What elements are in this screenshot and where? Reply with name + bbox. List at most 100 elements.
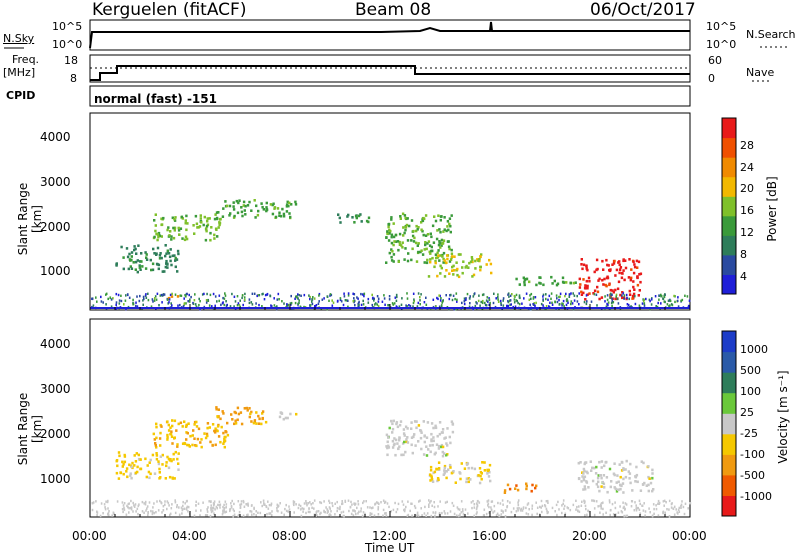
velocity-cell <box>115 471 119 475</box>
velocity-panel <box>89 318 692 518</box>
power-ground-cell <box>360 292 362 296</box>
velocity-ground-cell <box>171 503 173 506</box>
power-ground-cell <box>489 301 491 305</box>
velocity-cell <box>139 458 142 461</box>
power-ground-cell <box>585 294 588 297</box>
power-cell <box>186 222 189 225</box>
velocity-ground-cell <box>317 510 320 513</box>
power-ground-cell <box>373 299 375 302</box>
velocity-ground-cell <box>208 500 210 503</box>
velocity-cell <box>155 422 158 426</box>
velocity-ground-cell <box>107 499 109 503</box>
power-cb-tick-24: 24 <box>740 161 754 174</box>
velocity-cell <box>470 466 474 470</box>
power-cell <box>442 251 446 255</box>
velocity-cell <box>176 443 179 446</box>
velocity-ground-cell <box>415 514 418 517</box>
power-cell <box>175 258 179 261</box>
power-cell <box>415 229 418 233</box>
velocity-cell <box>215 428 218 432</box>
velocity-cell <box>166 433 169 437</box>
power-cell <box>438 228 441 231</box>
velocity-ground-cell <box>231 499 233 503</box>
velocity-ground-cell <box>670 506 673 509</box>
power-ground-cell <box>634 295 636 298</box>
power-ground-cell <box>180 294 183 297</box>
velocity-cell <box>432 439 435 443</box>
power-cell <box>128 252 131 256</box>
power-ground-cell <box>508 295 510 298</box>
power-ground-cell <box>250 301 253 304</box>
power-cell <box>453 255 456 258</box>
power-colorbar-swatch <box>722 176 736 197</box>
velocity-cell <box>217 408 220 411</box>
velocity-ground-cell <box>434 512 437 515</box>
power-cell <box>232 216 236 219</box>
freq-label: Freq. <box>12 53 40 66</box>
velocity-ground-cell <box>223 503 225 507</box>
power-ground-cell <box>497 293 499 296</box>
velocity-cell <box>177 422 180 426</box>
power-cell <box>285 203 289 206</box>
power-ground-cell <box>117 293 120 297</box>
power-cell <box>243 209 246 212</box>
velocity-cell <box>447 468 450 471</box>
power-cell <box>120 245 123 249</box>
velocity-ground-cell <box>575 499 577 502</box>
power-cell <box>166 228 169 232</box>
power-ground-cell <box>222 296 224 300</box>
power-cell <box>633 263 636 266</box>
power-cell <box>636 266 639 269</box>
power-cb-tick-4: 4 <box>740 270 747 283</box>
power-ground-cell <box>628 297 630 301</box>
power-ground-cell <box>466 292 469 296</box>
power-ground-cell <box>298 299 300 302</box>
power-cell <box>413 236 416 240</box>
power-cell <box>215 211 219 214</box>
velocity-cell <box>481 461 484 464</box>
power-cell <box>228 214 231 217</box>
power-ground-cell <box>472 295 475 298</box>
velocity-ground-cell <box>232 508 235 511</box>
power-cell <box>169 230 172 233</box>
velocity-ground-cell <box>539 505 541 509</box>
velocity-cell <box>430 478 434 481</box>
power-ground-cell <box>105 303 107 306</box>
velocity-cell <box>246 409 249 412</box>
xtick-2: 08:00 <box>272 529 307 543</box>
velocity-ground-cell <box>652 503 655 506</box>
velocity-ground-cell <box>453 512 456 516</box>
velocity-ground-cell <box>395 510 398 514</box>
power-cell <box>437 243 441 247</box>
velocity-cell <box>130 465 133 469</box>
velocity-cell <box>651 468 654 472</box>
power-cell <box>422 233 425 237</box>
power-ground-cell <box>681 298 684 302</box>
power-ground-cell <box>568 293 571 296</box>
velocity-ground-cell <box>377 501 379 505</box>
date-title: 06/Oct/2017 <box>590 0 696 20</box>
velocity-ground-cell <box>476 506 478 509</box>
power-cell <box>630 268 633 271</box>
power-cell <box>392 253 396 256</box>
velocity-cell <box>430 476 433 479</box>
velocity-ground-cell <box>325 506 327 509</box>
velocity-cell <box>420 431 423 434</box>
velocity-ground-cell <box>344 500 347 503</box>
power-colorbar-frame <box>721 117 737 295</box>
power-ground-cell <box>484 303 487 307</box>
power-cell <box>606 276 610 280</box>
velocity-cell <box>452 470 455 473</box>
velocity-cell <box>590 469 593 472</box>
velocity-ground-cell <box>419 499 421 502</box>
power-cell <box>611 289 614 292</box>
velocity-cell <box>119 471 123 475</box>
velocity-cell <box>139 467 143 471</box>
velocity-cell <box>478 481 482 485</box>
power-cell <box>434 261 437 265</box>
power-ground-cell <box>497 296 499 299</box>
power-ground-cell <box>96 300 98 303</box>
power-ground-cell <box>159 294 162 297</box>
velocity-cell <box>437 461 441 464</box>
power-ground-cell <box>482 299 484 303</box>
